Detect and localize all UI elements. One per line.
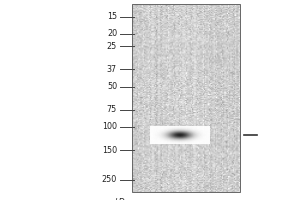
Text: 150: 150 (102, 146, 117, 155)
Text: 15: 15 (107, 12, 117, 21)
Text: kDa: kDa (115, 198, 131, 200)
Text: 25: 25 (107, 42, 117, 51)
Text: 20: 20 (107, 29, 117, 38)
Text: 250: 250 (102, 175, 117, 184)
Text: 75: 75 (107, 105, 117, 114)
Bar (132, 4, 240, 192)
Text: 100: 100 (102, 122, 117, 131)
Text: 50: 50 (107, 82, 117, 91)
Text: 37: 37 (107, 65, 117, 74)
